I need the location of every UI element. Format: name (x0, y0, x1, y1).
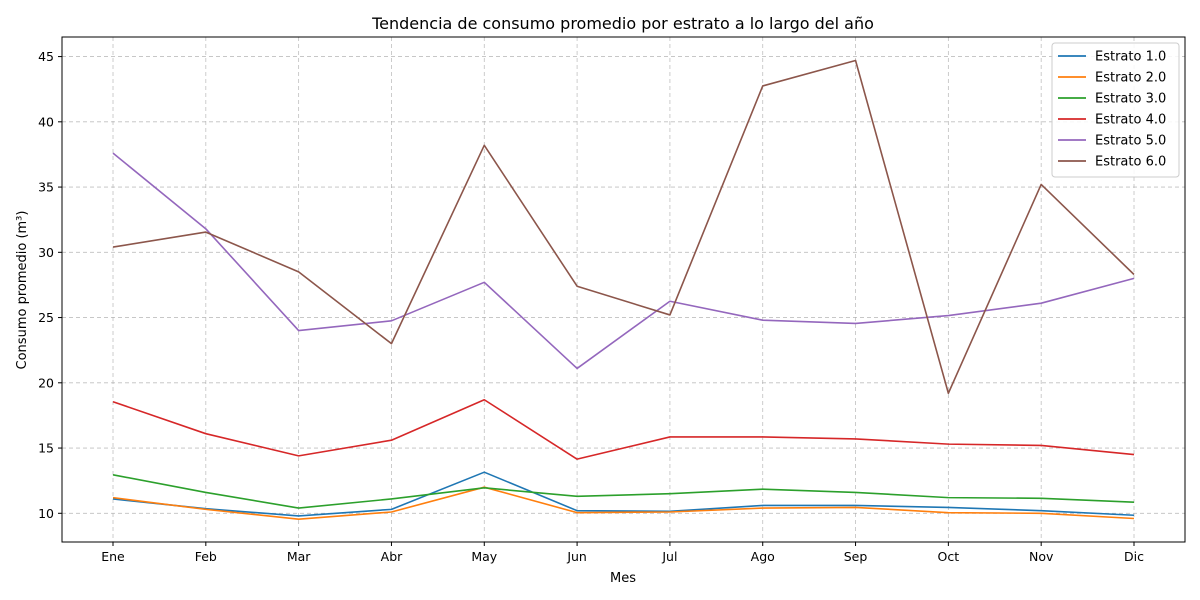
chart-title: Tendencia de consumo promedio por estrat… (371, 14, 874, 33)
x-tick-label: Dic (1124, 549, 1144, 564)
y-tick-label: 30 (38, 245, 54, 260)
x-tick-label: Oct (938, 549, 960, 564)
y-axis-title: Consumo promedio (m³) (15, 211, 30, 370)
x-tick-label: Sep (844, 549, 868, 564)
legend-label: Estrato 6.0 (1095, 155, 1166, 170)
y-tick-label: 35 (38, 180, 54, 195)
x-tick-label: Feb (195, 549, 217, 564)
y-axis-ticks: 10 15 20 25 30 35 40 45 (38, 49, 62, 521)
legend: Estrato 1.0 Estrato 2.0 Estrato 3.0 Estrato… (1051, 42, 1180, 178)
x-tick-label: Ago (751, 549, 775, 564)
legend-label: Estrato 2.0 (1095, 71, 1166, 86)
x-tick-label: Mar (287, 549, 311, 564)
legend-label: Estrato 1.0 (1095, 50, 1166, 65)
series-lines (112, 59, 1135, 520)
x-axis-ticks: Ene Feb Mar Abr May Jun Jul Ago Sep Oct Nov Dic (101, 542, 1144, 564)
y-tick-label: 45 (38, 49, 54, 64)
x-tick-label: Ene (101, 549, 125, 564)
x-tick-label: May (471, 549, 497, 564)
x-tick-label: Abr (381, 549, 403, 564)
legend-label: Estrato 5.0 (1095, 134, 1166, 149)
y-tick-label: 40 (38, 114, 54, 129)
series-line-5 (112, 152, 1135, 370)
y-tick-label: 25 (38, 310, 54, 325)
plot-area-frame (61, 36, 1186, 543)
series-line-4 (112, 398, 1135, 460)
y-tick-label: 10 (38, 506, 54, 521)
y-tick-label: 20 (38, 375, 54, 390)
series-line-1 (112, 471, 1135, 517)
grid-lines (62, 37, 1185, 542)
x-axis-title: Mes (610, 571, 636, 586)
series-line-2 (112, 486, 1135, 520)
series-line-3 (112, 474, 1135, 509)
x-tick-label: Jul (661, 549, 677, 564)
y-tick-label: 15 (38, 441, 54, 456)
x-tick-label: Jun (566, 549, 587, 564)
series-line-6 (112, 59, 1135, 395)
x-tick-label: Nov (1029, 549, 1054, 564)
legend-label: Estrato 4.0 (1095, 113, 1166, 128)
legend-label: Estrato 3.0 (1095, 92, 1166, 107)
